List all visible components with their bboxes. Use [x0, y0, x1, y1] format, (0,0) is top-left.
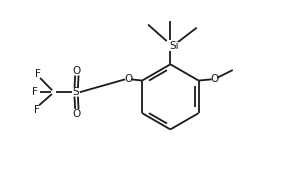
Text: O: O — [124, 74, 132, 84]
Text: F: F — [35, 69, 41, 79]
Text: F: F — [34, 105, 40, 115]
Text: F: F — [32, 87, 37, 97]
Text: O: O — [72, 109, 81, 119]
Text: Si: Si — [170, 41, 179, 51]
Text: S: S — [73, 87, 79, 97]
Text: O: O — [72, 66, 81, 76]
Text: O: O — [210, 74, 218, 84]
